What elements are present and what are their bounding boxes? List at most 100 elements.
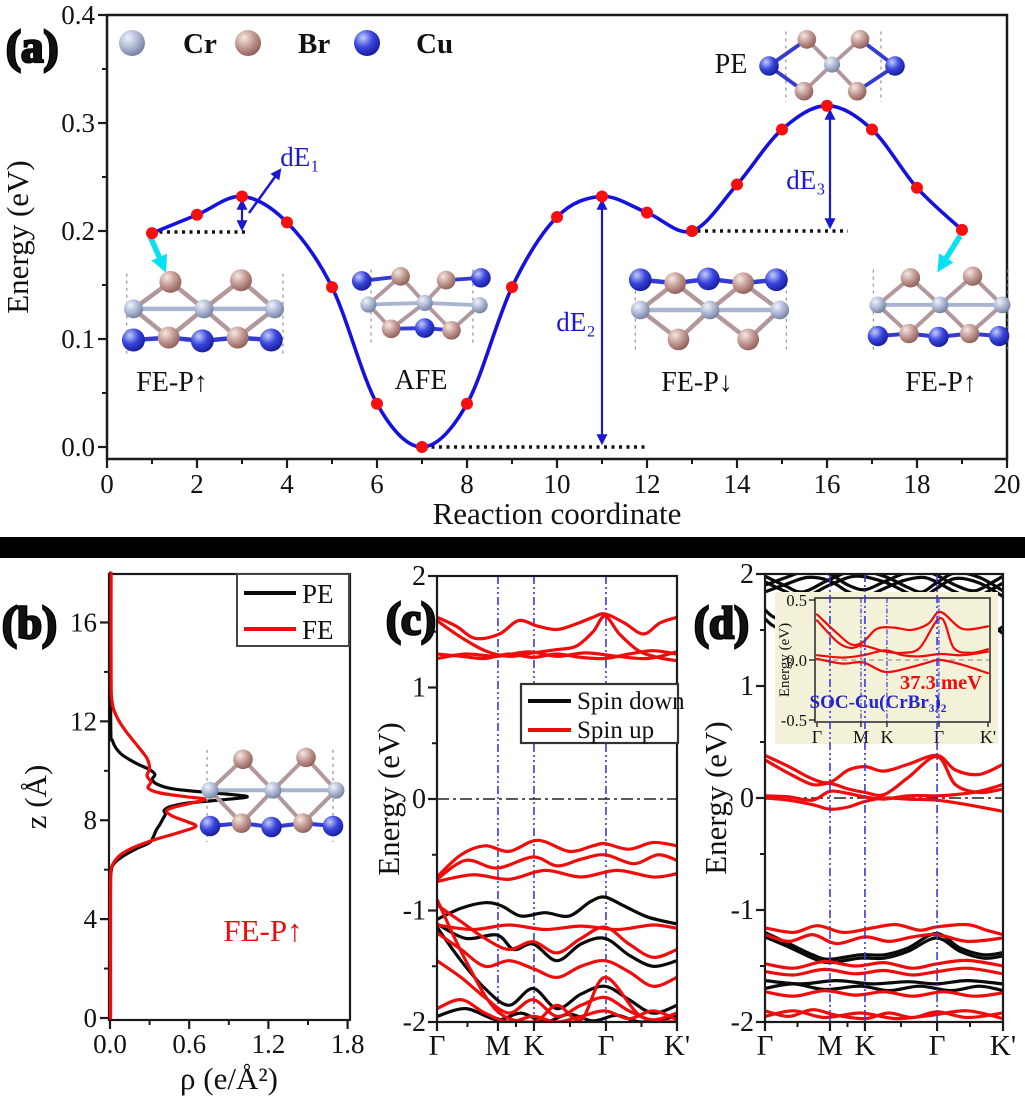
band-line [765,958,1003,970]
cyan-arrow-left [147,234,168,273]
legend-atom-sphere [235,30,261,56]
panel-a-xtick-label: 14 [724,469,752,499]
state-label-fe-up-left: FE-P↑ [136,367,208,398]
panel-c-kpoint-label: K' [664,1030,690,1062]
inset-kpoint-label: K' [980,727,996,747]
atom-br [226,326,249,349]
panel-a-xtick-label: 2 [190,469,204,499]
atom-cr [194,299,214,319]
band-line [437,895,677,926]
inset-title: SOC-Cu(CrBr₃)₂ [810,692,947,713]
panel-d-plot: 0.50.0-0.5Γ M K Γ K'210-1-2Γ M K Γ K' [731,559,1016,1062]
band-line [815,657,990,675]
state-label-pe: PE [715,49,748,80]
inset-kpoint-label: M [853,727,869,747]
inset-kpoint-label: Γ [812,727,822,747]
atom-cr [360,296,377,313]
atom-br [664,272,687,294]
panel-a-ytick-label: 0.2 [61,216,95,246]
panel-d-kpoint-label: K' [990,1030,1016,1062]
panel-c-ytick-label: 2 [412,561,426,592]
band-line [765,1009,1003,1021]
atom-br [900,268,921,288]
atom-br [229,269,252,292]
atom-cu [259,328,283,352]
neb-data-point [506,281,518,294]
atom-br [797,30,817,49]
neb-data-point [146,227,158,240]
band-line [437,897,677,1022]
neb-data-point [866,123,878,136]
panel-a-xtick-label: 10 [544,469,571,499]
band-line [437,868,677,884]
band-line [815,616,990,655]
band-line [437,649,677,661]
atom-br [847,81,867,101]
molecular-structure [867,266,1011,350]
inset-y-axis-label: Energy (eV) [777,623,793,697]
atom-br [296,747,316,768]
band-line [765,755,1003,798]
atom-cr [265,299,285,319]
atom-cu [696,267,720,291]
barrier-label-de2: dE₂ [556,307,595,337]
panel-a-xtick-label: 4 [280,469,294,499]
atom-cr [123,299,143,319]
legend-label-cr: Cr [183,28,217,60]
neb-data-point [191,208,203,221]
atom-cu [261,816,282,838]
inset-ytick-label: -0.5 [781,711,807,730]
panel-d-ytick-label: 2 [740,559,754,590]
neb-data-point [596,190,608,203]
panel-a: 0.4 0.3 0.2 0.1 0.00 2 4 6 8 10 12 14 16 18 20 (a) Ene… [0,0,1021,531]
band-line [437,838,677,879]
band-line [765,574,1003,593]
panel-c: 210-1-2Γ M K Γ K' (c) Energy (eV) Spin down … [371,561,690,1062]
atom-cu [190,329,214,353]
panel-b-ytick-label: 16 [70,607,97,637]
neb-data-point [821,99,833,112]
panel-c-legend-box [519,682,680,745]
panel-d-ytick-label: 0 [740,783,754,814]
atom-cr [931,296,949,314]
panel-a-xtick-label: 16 [814,469,841,499]
band-line [437,931,677,988]
panel-c-label: (c) [386,594,436,644]
panel-b-state-label: FE-P↑ [223,913,302,948]
atom-br [850,30,870,49]
band-line [765,922,1003,937]
atom-cr [869,296,887,314]
neb-data-point [236,190,248,203]
neb-data-point [461,397,473,410]
atom-cu [759,56,779,76]
atom-cu [928,326,949,348]
panel-a-ytick-label: 0.3 [61,108,95,138]
bond [366,301,427,307]
neb-data-point [281,216,293,229]
state-label-fe-down: FE-P↓ [661,367,733,398]
panel-d: 0.50.0-0.5Γ M K Γ K'210-1-2Γ M K Γ K' (d) Energy… [693,559,1016,1062]
legend-atom-sphere [354,30,380,56]
panel-c-ytick-label: 1 [412,673,426,704]
band-line [437,903,677,959]
panel-a-plot: 0.4 0.3 0.2 0.1 0.00 2 4 6 8 10 12 14 16 18 20 [61,0,1020,499]
atom-cr [416,294,433,312]
panel-b-ytick-label: 0 [84,1003,98,1033]
density-curve-fe [108,571,207,1020]
panel-b-y-axis-label: z (Å) [18,765,53,830]
band-line [765,930,1003,961]
atom-cr [201,781,219,799]
atom-br [732,272,755,294]
atom-br [391,267,410,286]
atom-br [962,266,983,286]
panel-a-xtick-label: 6 [370,469,384,499]
neb-energy-curve [150,103,964,449]
inset-ytick-label: 0.0 [786,651,807,670]
panel-c-plot: 210-1-2Γ M K Γ K' [403,561,690,1062]
band-line [765,574,1003,594]
band-line [765,988,1003,998]
atom-cu [199,815,221,837]
atom-cu [414,318,435,338]
legend-label-cu: Cu [416,28,453,60]
